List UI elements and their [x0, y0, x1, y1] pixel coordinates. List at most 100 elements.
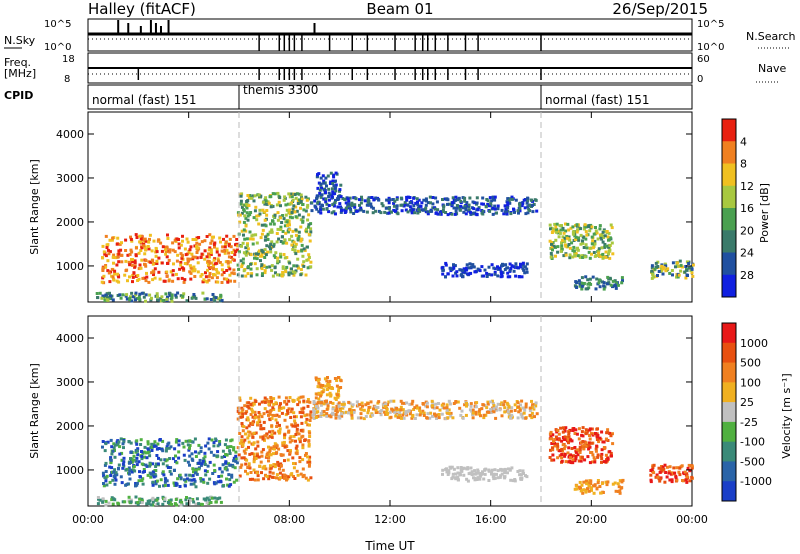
range-gate-cell [564, 244, 568, 248]
range-gate-cell [129, 450, 133, 454]
range-gate-cell [329, 386, 333, 390]
colorbar-swatch [722, 342, 736, 364]
range-gate-cell [177, 439, 181, 443]
range-gate-cell [252, 431, 256, 435]
range-gate-cell [329, 171, 333, 175]
range-gate-cell [175, 438, 179, 442]
range-gate-cell [609, 283, 613, 287]
range-gate-cell [166, 466, 170, 469]
range-gate-cell [304, 273, 308, 277]
range-gate-cell [358, 208, 362, 212]
range-gate-cell [599, 236, 603, 239]
range-gate-cell [171, 248, 175, 252]
range-gate-cell [329, 393, 333, 397]
range-gate-cell [444, 467, 448, 471]
range-gate-cell [267, 456, 271, 459]
range-gate-cell [184, 498, 188, 502]
range-gate-cell [243, 438, 247, 442]
range-gate-cell [239, 194, 243, 198]
range-gate-cell [380, 202, 384, 206]
range-gate-cell [452, 206, 456, 210]
range-gate-cell [452, 263, 455, 267]
range-gate-cell [199, 450, 203, 453]
range-gate-cell [289, 410, 293, 414]
range-gate-cell [136, 297, 140, 300]
range-gate-cell [298, 456, 302, 460]
range-gate-cell [441, 198, 444, 201]
range-gate-cell [616, 482, 620, 486]
range-gate-cell [328, 414, 331, 418]
range-gate-cell [488, 209, 492, 213]
range-gate-cell [240, 211, 244, 215]
range-gate-cell [260, 263, 264, 267]
range-gate-cell [126, 253, 130, 257]
range-gate-cell [109, 456, 113, 460]
range-gate-cell [131, 258, 134, 261]
colorbar-tick-label: 500 [740, 357, 761, 370]
range-gate-cell [225, 453, 229, 457]
range-gate-cell [596, 453, 600, 457]
range-gate-cell [301, 458, 305, 462]
range-gate-cell [282, 406, 286, 410]
range-gate-cell [111, 502, 115, 506]
range-gate-cell [209, 241, 213, 245]
range-gate-cell [216, 297, 220, 301]
range-gate-cell [309, 415, 313, 419]
range-gate-cell [509, 478, 513, 482]
range-gate-cell [555, 222, 559, 226]
range-gate-cell [467, 266, 471, 270]
range-gate-cell [592, 232, 596, 236]
range-gate-cell [270, 264, 274, 268]
range-gate-cell [281, 475, 285, 479]
range-gate-cell [556, 442, 559, 446]
range-gate-cell [129, 248, 133, 252]
range-gate-cell [245, 237, 249, 241]
range-gate-cell [281, 473, 285, 477]
range-gate-cell [140, 457, 144, 461]
range-gate-cell [271, 274, 275, 278]
range-gate-cell [551, 453, 555, 457]
range-gate-cell [366, 197, 370, 201]
range-gate-cell [138, 234, 142, 238]
range-gate-cell [294, 215, 298, 219]
range-gate-cell [601, 256, 605, 260]
range-gate-cell [516, 209, 520, 213]
range-gate-cell [391, 198, 395, 201]
y-tick-label: 4000 [56, 128, 84, 141]
range-gate-cell [301, 254, 305, 258]
range-gate-cell [469, 265, 473, 269]
range-gate-cell [520, 275, 524, 279]
range-gate-cell [108, 296, 112, 300]
cpid-segment-label: normal (fast) 151 [92, 93, 196, 107]
range-gate-cell [281, 453, 285, 457]
range-gate-cell [450, 465, 454, 469]
range-gate-cell [271, 413, 275, 417]
range-gate-cell [503, 406, 507, 410]
range-gate-cell [518, 408, 522, 412]
range-gate-cell [276, 211, 280, 215]
range-gate-cell [410, 416, 414, 420]
range-gate-cell [120, 451, 124, 455]
range-gate-cell [130, 470, 134, 474]
range-gate-cell [568, 459, 572, 463]
range-gate-cell [255, 471, 259, 475]
range-gate-cell [286, 411, 290, 415]
range-gate-cell [131, 275, 135, 279]
range-gate-cell [417, 208, 421, 212]
range-gate-cell [271, 204, 275, 208]
range-gate-cell [206, 263, 210, 267]
range-gate-cell [532, 407, 536, 411]
range-gate-cell [678, 259, 682, 263]
range-gate-cell [257, 418, 261, 422]
range-gate-cell [680, 464, 684, 468]
range-gate-cell [589, 479, 593, 483]
range-gate-cell [690, 464, 694, 468]
range-gate-cell [273, 255, 277, 259]
range-gate-cell [556, 456, 560, 460]
range-gate-cell [168, 248, 172, 252]
range-gate-cell [568, 256, 572, 260]
range-gate-cell [213, 273, 217, 277]
range-gate-cell [446, 202, 449, 206]
range-gate-cell [650, 264, 654, 268]
range-gate-cell [232, 272, 236, 276]
